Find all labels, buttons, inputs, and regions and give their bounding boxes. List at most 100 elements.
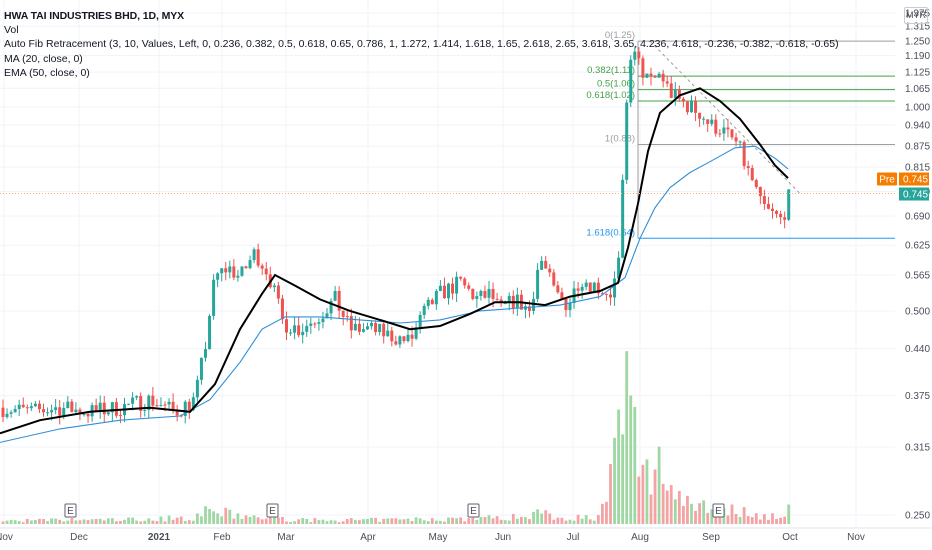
candle-body[interactable]	[183, 401, 187, 416]
candle-body[interactable]	[382, 323, 386, 337]
candle-body[interactable]	[649, 73, 653, 77]
candle-body[interactable]	[580, 286, 584, 291]
candle-body[interactable]	[1, 407, 5, 418]
candle-body[interactable]	[750, 167, 754, 181]
candle-body[interactable]	[564, 298, 568, 311]
candle-body[interactable]	[17, 404, 21, 409]
candle-body[interactable]	[398, 336, 402, 345]
candle-body[interactable]	[629, 59, 633, 103]
candle-body[interactable]	[224, 268, 228, 273]
candle-body[interactable]	[714, 119, 718, 134]
candle-body[interactable]	[151, 395, 155, 406]
earnings-marker[interactable]: E	[712, 503, 725, 518]
candle-body[interactable]	[438, 285, 442, 291]
candle-body[interactable]	[730, 129, 734, 138]
candle-body[interactable]	[252, 249, 256, 261]
candle-body[interactable]	[131, 397, 135, 404]
candle-body[interactable]	[309, 323, 313, 326]
candle-body[interactable]	[228, 266, 232, 273]
candle-body[interactable]	[42, 409, 45, 413]
legend-ma[interactable]: MA (20, close, 0)	[4, 52, 83, 65]
candle-body[interactable]	[430, 299, 434, 305]
fib-retracement[interactable]: 0(1.25) 0.382(1.11) 0.5(1.06)0.618(1.02) 1(…	[586, 30, 895, 239]
candle-body[interactable]	[5, 413, 9, 418]
candle-body[interactable]	[135, 396, 139, 398]
candle-body[interactable]	[779, 213, 783, 218]
candle-body[interactable]	[499, 299, 503, 303]
candle-body[interactable]	[754, 180, 758, 187]
candle-body[interactable]	[552, 272, 556, 286]
candle-body[interactable]	[139, 396, 143, 411]
candle-body[interactable]	[426, 299, 430, 306]
candle-body[interactable]	[171, 401, 175, 410]
candle-body[interactable]	[702, 118, 706, 120]
earnings-marker[interactable]: E	[64, 503, 77, 518]
candle-body[interactable]	[366, 326, 369, 330]
candle-body[interactable]	[337, 290, 341, 311]
candle-body[interactable]	[734, 137, 738, 142]
candle-body[interactable]	[155, 405, 159, 407]
candle-body[interactable]	[495, 298, 499, 300]
candle-body[interactable]	[289, 332, 293, 334]
candle-body[interactable]	[244, 266, 248, 269]
candle-body[interactable]	[442, 285, 446, 299]
candle-body[interactable]	[175, 409, 179, 416]
candle-body[interactable]	[66, 401, 70, 409]
candle-body[interactable]	[297, 325, 301, 336]
candle-body[interactable]	[378, 323, 382, 333]
candle-body[interactable]	[471, 288, 475, 299]
candle-body[interactable]	[187, 401, 191, 410]
candle-body[interactable]	[706, 119, 710, 124]
candle-body[interactable]	[455, 276, 459, 294]
candle-body[interactable]	[212, 279, 216, 316]
candle-body[interactable]	[33, 403, 37, 407]
candle-body[interactable]	[475, 296, 479, 299]
candle-body[interactable]	[463, 278, 467, 286]
candle-body[interactable]	[621, 179, 625, 258]
candle-body[interactable]	[536, 269, 540, 299]
currency-button[interactable]: MYR	[904, 7, 928, 24]
candle-body[interactable]	[718, 133, 722, 135]
candle-body[interactable]	[613, 278, 617, 298]
candle-body[interactable]	[479, 290, 483, 297]
candle-body[interactable]	[771, 208, 774, 211]
candle-body[interactable]	[633, 51, 637, 60]
candle-body[interactable]	[345, 316, 349, 318]
candle-body[interactable]	[159, 405, 163, 407]
candle-body[interactable]	[625, 102, 629, 180]
candle-body[interactable]	[540, 260, 544, 270]
candle-body[interactable]	[82, 413, 86, 415]
candle-body[interactable]	[260, 265, 264, 269]
candle-body[interactable]	[422, 305, 426, 315]
candle-body[interactable]	[746, 166, 750, 168]
candle-body[interactable]	[414, 327, 418, 339]
candle-body[interactable]	[653, 76, 657, 78]
candle-body[interactable]	[317, 322, 321, 324]
candle-body[interactable]	[220, 268, 224, 274]
candle-body[interactable]	[665, 81, 669, 84]
earnings-marker[interactable]: E	[266, 503, 279, 518]
candle-body[interactable]	[783, 217, 787, 220]
candle-body[interactable]	[329, 300, 333, 314]
candle-body[interactable]	[208, 315, 212, 350]
candle-body[interactable]	[70, 401, 74, 413]
candle-body[interactable]	[21, 404, 25, 408]
candle-body[interactable]	[248, 260, 252, 269]
candle-body[interactable]	[357, 323, 361, 332]
candle-body[interactable]	[762, 196, 766, 204]
candle-body[interactable]	[195, 379, 199, 398]
candle-body[interactable]	[722, 127, 726, 134]
candle-body[interactable]	[685, 101, 689, 113]
candle-body[interactable]	[451, 283, 455, 294]
candle-body[interactable]	[657, 73, 661, 78]
candle-body[interactable]	[114, 402, 118, 416]
candle-body[interactable]	[576, 288, 580, 291]
candle-body[interactable]	[532, 298, 536, 311]
candle-body[interactable]	[738, 141, 742, 143]
candle-body[interactable]	[645, 73, 649, 78]
candle-body[interactable]	[758, 186, 762, 197]
candle-body[interactable]	[276, 285, 280, 299]
candle-body[interactable]	[673, 89, 677, 98]
candle-body[interactable]	[341, 310, 345, 317]
candle-body[interactable]	[677, 89, 681, 99]
